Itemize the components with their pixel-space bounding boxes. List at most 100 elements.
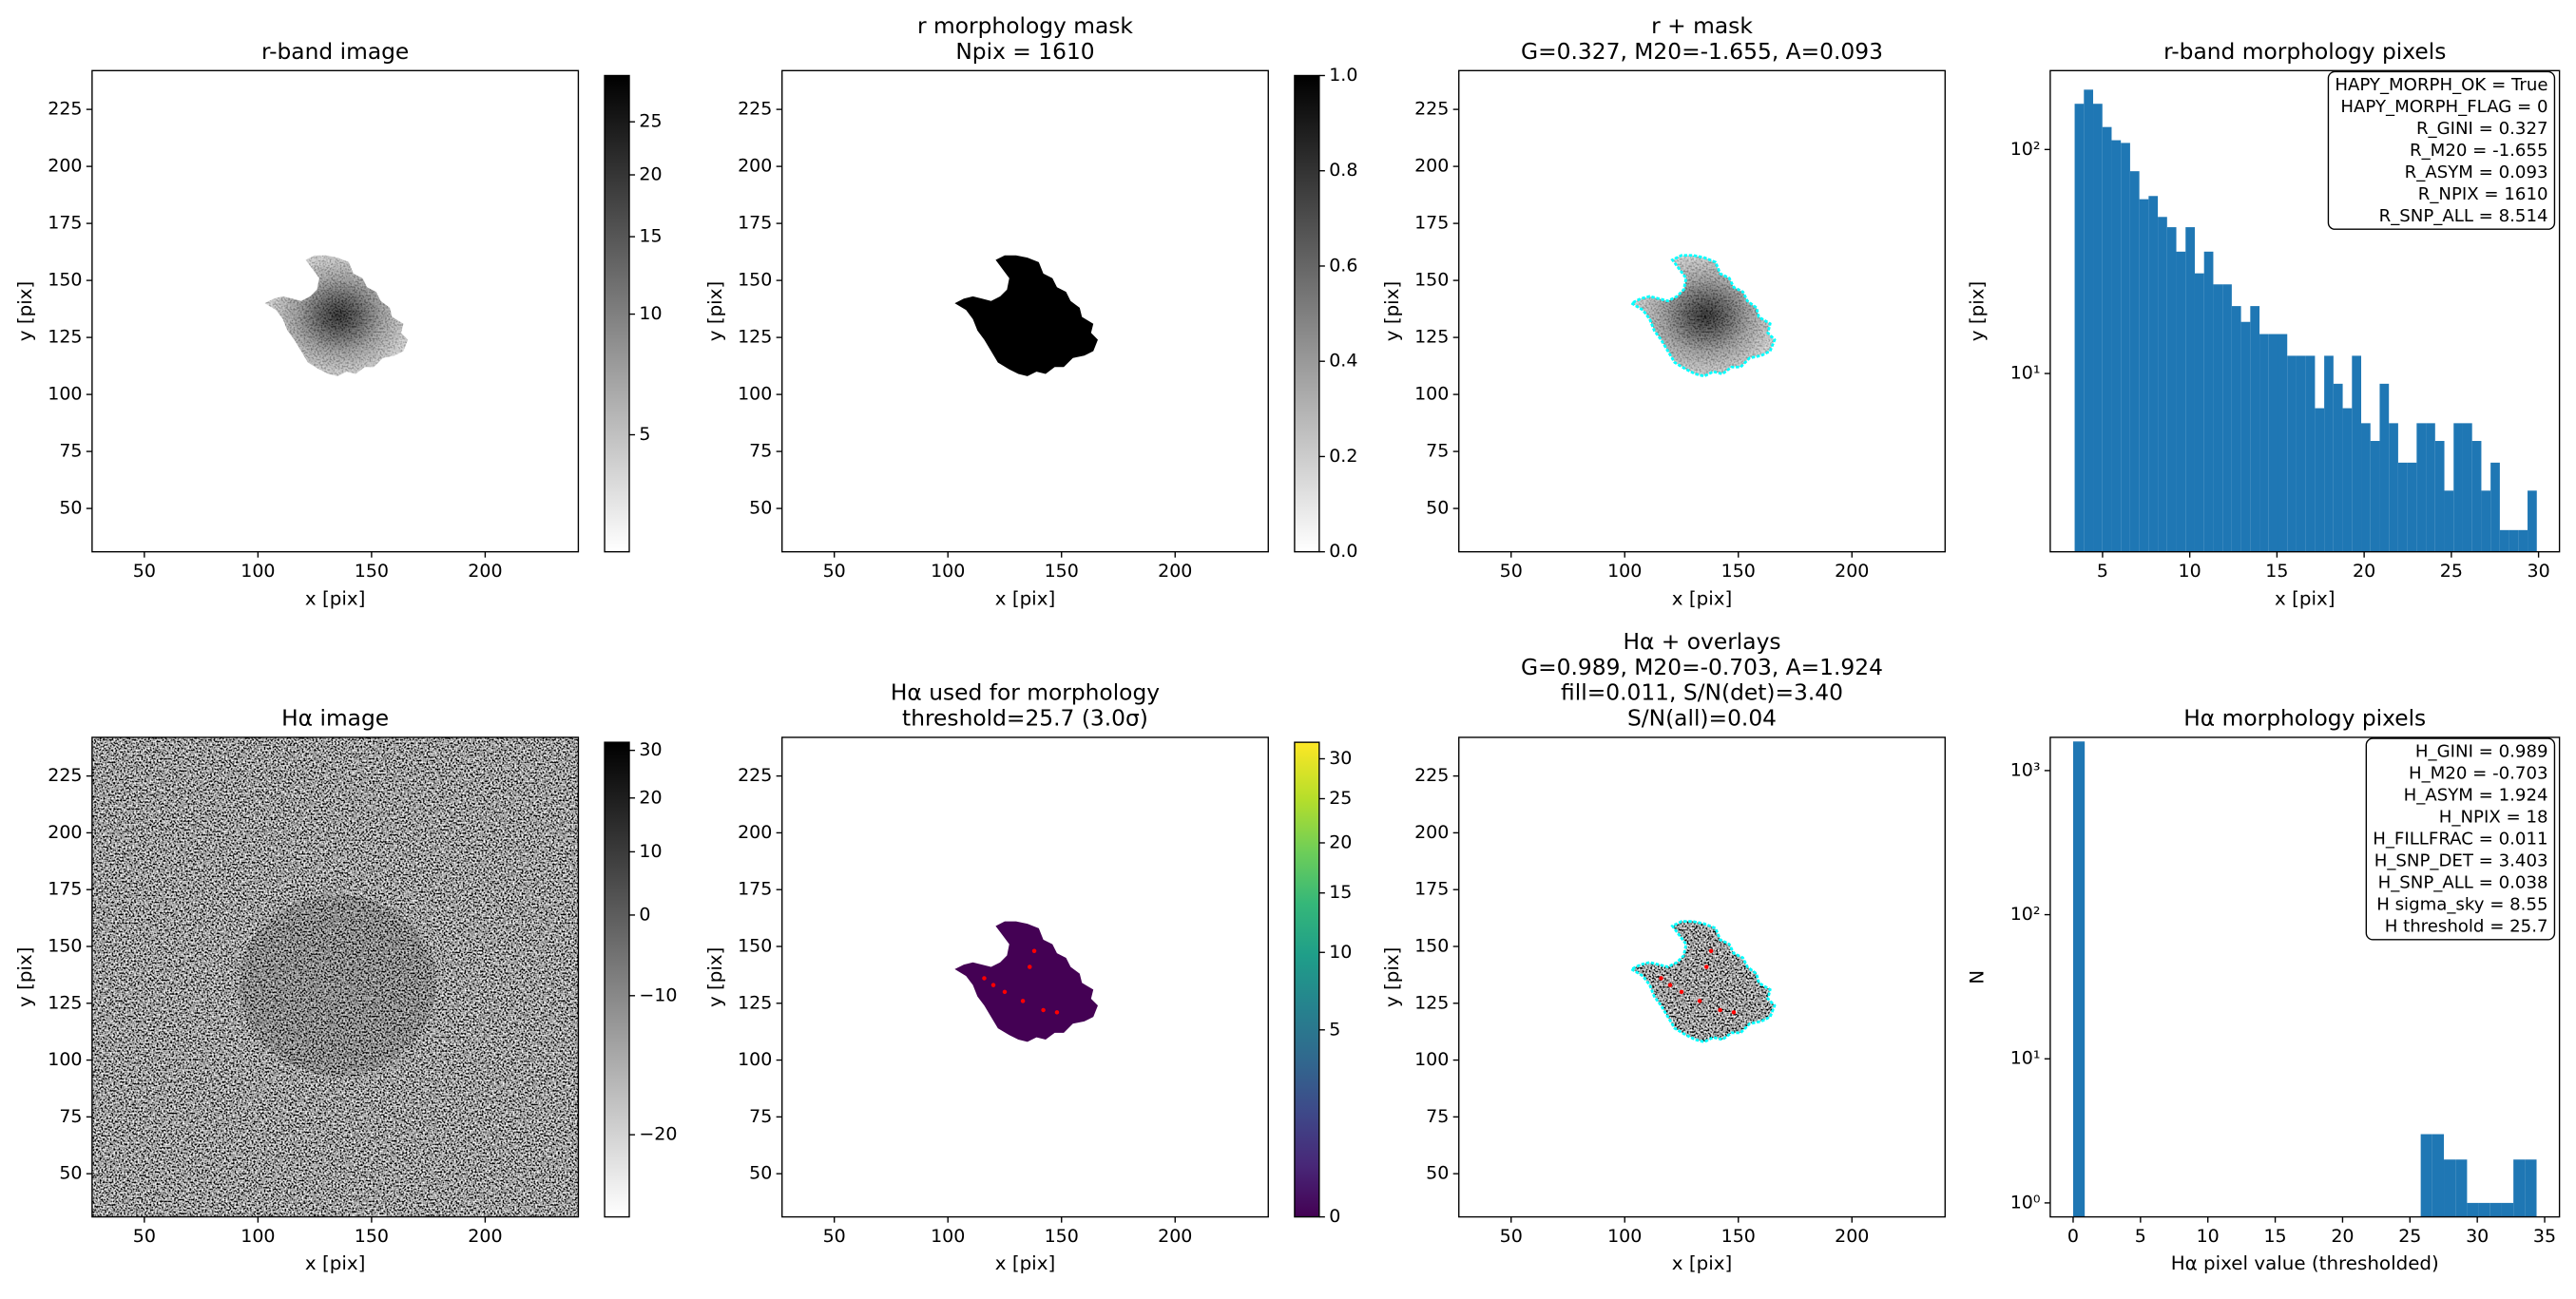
x-tick-label: 100 [1607,561,1642,582]
y-axis-label: y [pix] [1381,947,1403,1007]
axes-frame [781,69,1269,553]
y-axis-label: y [pix] [14,947,36,1007]
annotation-line: H_M20 = -0.703 [2409,763,2548,783]
histogram-bar [2467,1202,2479,1217]
histogram-bar [2478,1202,2490,1217]
x-tick-label: 10 [2197,1226,2220,1247]
histogram-bar [2370,441,2380,552]
x-tick-label: 200 [1835,1226,1869,1247]
detection-marker [1708,948,1714,954]
annotation-line: R_NPIX = 1610 [2418,184,2548,204]
y-tick-label: 100 [738,1049,772,1070]
histogram-bar [2072,741,2086,1217]
histogram-bar [2426,423,2435,552]
y-tick-label: 200 [48,156,82,177]
x-tick-label: 100 [240,1226,275,1247]
histogram-bar [2324,355,2334,552]
histogram-bar [2129,171,2140,552]
image-noise [91,736,579,1217]
plot-area [2074,89,2537,552]
mask-contour [1628,254,1777,378]
y-tick-label: 225 [48,765,82,786]
colorbar [1294,74,1320,553]
mask-fill [954,255,1098,376]
panel-title: Hα morphology pixels [2183,704,2426,731]
detection-marker [1031,948,1037,954]
y-tick-label: 175 [738,213,772,234]
axes-frame [91,736,580,1218]
histogram-bar [2102,126,2112,552]
x-tick-label: 15 [2263,1226,2286,1247]
x-tick-label: 200 [1158,561,1192,582]
annotation-line: R_ASYM = 0.093 [2405,162,2548,182]
x-tick-label: 200 [468,1226,502,1247]
plot-area [1628,254,1777,378]
x-axis-label: x [pix] [995,587,1055,609]
histogram-bar [2352,355,2362,552]
axes-frame [2049,69,2561,553]
y-tick-label: 10² [2010,139,2041,160]
axes-frame [1458,69,1946,553]
panel-title: r-band morphology pixels [2163,38,2446,65]
histogram-bar [2490,462,2500,552]
panel-title: Npix = 1610 [955,38,1094,65]
colorbar-tick-label: 25 [1329,788,1352,809]
axes-frame [91,69,580,553]
detection-marker [990,983,996,987]
plot-area [954,255,1098,376]
panel-title: Hα + overlays [1623,628,1780,655]
y-tick-label: 175 [1414,879,1449,900]
colorbar [604,741,630,1218]
colorbar-tick-label: 20 [1329,831,1352,852]
y-tick-label: 50 [1426,498,1449,519]
x-tick-label: 35 [2533,1226,2556,1247]
x-tick-label: 50 [133,561,156,582]
y-tick-label: 75 [749,441,772,462]
y-tick-label: 175 [48,213,82,234]
y-axis-label: y [pix] [704,281,726,341]
x-tick-label: 5 [2135,1226,2146,1247]
detection-marker [1731,1010,1737,1015]
y-tick-label: 225 [738,765,772,786]
x-tick-label: 50 [133,1226,156,1247]
colorbar-tick-label: 10 [1329,942,1352,963]
y-tick-label: 200 [1414,156,1449,177]
histogram-bar [2434,441,2445,552]
annotation-line: H threshold = 25.7 [2385,916,2548,936]
histogram-bar [2528,490,2537,552]
y-tick-label: 175 [48,879,82,900]
histogram-bar [2287,355,2297,552]
x-tick-label: 150 [1045,1226,1079,1247]
panel: Hα image x [pix] y [pix] −20 −10 0 10 20 30 50 100… [14,704,677,1274]
y-tick-label: 150 [738,935,772,956]
y-tick-label: 200 [738,822,772,843]
y-tick-label: 125 [48,992,82,1013]
y-tick-label: 150 [48,935,82,956]
plot-area [2072,741,2537,1217]
histogram-bar [2333,383,2343,552]
y-tick-label: 175 [1414,213,1449,234]
colorbar-tick-label: 0.8 [1329,160,1357,181]
colorbar-tick-label: 5 [639,424,650,445]
x-tick-label: 25 [2398,1226,2421,1247]
y-tick-label: 10³ [2010,759,2041,780]
colorbar-tick-label: 15 [639,226,662,247]
panel-title: G=0.327, M20=-1.655, A=0.093 [1521,38,1883,65]
colorbar-tick-label: 20 [639,787,662,808]
panel-title: r-band image [261,38,409,65]
panel: r-band morphology pixels x [pix] y [pix] HA… [1966,38,2561,609]
y-tick-label: 125 [48,327,82,348]
x-axis-label: x [pix] [305,587,365,609]
axes-frame [781,736,1269,1218]
y-tick-label: 125 [1414,327,1449,348]
x-tick-label: 5 [2097,561,2108,582]
y-tick-label: 100 [1414,384,1449,405]
x-tick-label: 100 [931,561,965,582]
annotation-line: HAPY_MORPH_OK = True [2335,75,2547,95]
colorbar-tick-label: 10 [639,303,662,324]
detection-marker [1704,965,1709,969]
galaxy [264,255,409,376]
detection-marker [1697,999,1702,1003]
